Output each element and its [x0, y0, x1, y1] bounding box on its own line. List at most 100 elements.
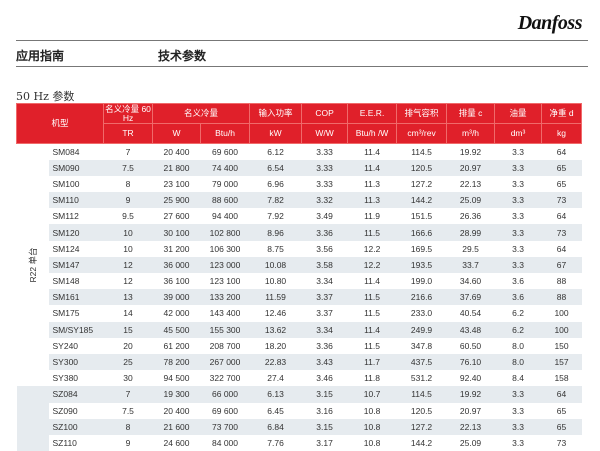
value-cell: 3.56 [316, 243, 333, 254]
group-cell: R22 单台 [16, 143, 49, 387]
value-cell: 88 [541, 289, 582, 306]
model-cell: SM/SY185 [48, 321, 104, 338]
model-cell: SM090 [48, 159, 104, 176]
model-cell: SM161 [48, 289, 104, 306]
value-cell: 123 000 [200, 256, 250, 273]
spec-table: 机型 名义冷量 60 Hz 名义冷量 输入功率 COP E.E.R. 排气容积 … [15, 103, 583, 451]
model-cell: SY300 [48, 353, 104, 371]
model-cell: SM084 [52, 146, 80, 157]
table-row: SM147 12 36 000 123 000 10.08 3.58 12.2 193.5 33… [17, 256, 582, 273]
col-power: 输入功率 [249, 103, 303, 124]
value-cell: 100 [554, 308, 569, 319]
value-cell: 23 100 [163, 178, 190, 189]
value-cell: 531.2 [410, 373, 433, 384]
value-cell: 25.09 [459, 437, 482, 448]
value-cell: 27.4 [267, 373, 284, 384]
value-cell: 73 700 [200, 418, 250, 435]
col-disp: 排气容积 [396, 103, 448, 124]
value-cell: 25.09 [446, 192, 495, 209]
unit-header: dm³ [494, 123, 543, 144]
value-cell: 11.4 [364, 146, 380, 157]
table-row: R22 单台 SM084 7 20 400 69 600 6.12 3.33 11.4 114.… [16, 143, 582, 387]
value-cell: 37.69 [446, 289, 495, 306]
table-row: SM110 9 25 900 88 600 7.82 3.32 11.3 144.2 25.09… [17, 192, 582, 209]
value-cell: 6.45 [267, 405, 284, 416]
value-cell: 169.5 [410, 243, 433, 254]
value-cell: 64 [556, 146, 567, 157]
value-cell: 12.46 [264, 308, 287, 319]
value-cell: 3.3 [494, 192, 542, 209]
unit-header: W/W [301, 123, 349, 144]
value-cell: 3.46 [316, 373, 333, 384]
model-cell: SZ090 [52, 405, 78, 416]
value-cell: 3.36 [301, 224, 348, 241]
value-cell: 3.43 [301, 353, 348, 371]
col-model: 机型 [15, 103, 105, 144]
value-cell: 143 400 [209, 308, 241, 319]
value-cell: 40.54 [459, 308, 482, 319]
value-cell: 65 [556, 405, 567, 416]
value-cell: 69 600 [212, 405, 239, 416]
value-cell: 11.3 [347, 192, 397, 209]
table-row: SM/SY185 15 45 500 155 300 13.62 3.34 11.4 249.… [17, 321, 582, 338]
value-cell: 3.32 [301, 192, 348, 209]
model-cell: SM124 [52, 243, 80, 254]
model-cell: SM175 [52, 308, 80, 319]
value-cell: 7.5 [103, 159, 153, 176]
header-divider [16, 66, 588, 67]
group-cell [16, 386, 49, 451]
value-cell: 9.5 [122, 211, 134, 222]
value-cell: 3.17 [316, 437, 333, 448]
value-cell: 166.6 [396, 224, 447, 241]
value-cell: 88 600 [200, 192, 250, 209]
table-row: SM090 7.5 21 800 74 400 6.54 3.33 11.4 120.5 20.… [17, 159, 582, 176]
value-cell: 45 500 [152, 321, 201, 338]
value-cell: 208 700 [209, 340, 241, 351]
value-cell: 11.5 [364, 308, 380, 319]
value-cell: 22.13 [446, 418, 495, 435]
value-cell: 3.3 [494, 418, 542, 435]
value-cell: 8.0 [512, 340, 524, 351]
value-cell: 36 000 [152, 256, 201, 273]
value-cell: 6.13 [249, 386, 302, 403]
value-cell: 12 [103, 256, 153, 273]
value-cell: 127.2 [396, 418, 447, 435]
value-cell: 3.3 [512, 405, 524, 416]
value-cell: 106 300 [209, 243, 241, 254]
unit-header: cm³/rev [396, 123, 448, 144]
value-cell: 3.34 [316, 276, 333, 287]
model-cell: SZ100 [48, 418, 104, 435]
value-cell: 267 000 [200, 353, 250, 371]
value-cell: 67 [541, 256, 582, 273]
value-cell: 11.7 [347, 353, 397, 371]
value-cell: 150 [554, 340, 569, 351]
unit-header: kg [541, 123, 583, 144]
value-cell: 12.2 [363, 243, 381, 254]
value-cell: 3.3 [494, 386, 542, 403]
value-cell: 10.8 [363, 437, 381, 448]
value-cell: 10.8 [347, 418, 397, 435]
value-cell: 69 600 [212, 146, 239, 157]
value-cell: 19.92 [446, 386, 495, 403]
value-cell: 15 [103, 321, 153, 338]
value-cell: 3.3 [494, 159, 542, 176]
value-cell: 3.33 [316, 146, 333, 157]
value-cell: 24 600 [163, 437, 190, 448]
model-cell: SM100 [52, 178, 80, 189]
value-cell: 193.5 [396, 256, 447, 273]
value-cell: 3.3 [512, 146, 524, 157]
value-cell: 3.37 [301, 289, 348, 306]
unit-header: W [152, 123, 202, 144]
col-cap: 名义冷量 [152, 103, 251, 124]
value-cell: 133 200 [200, 289, 250, 306]
col-cop: COP [301, 103, 349, 124]
table-row: SM161 13 39 000 133 200 11.59 3.37 11.5 216.6 37… [17, 289, 582, 306]
value-cell: 6.2 [512, 308, 524, 319]
value-cell: 151.5 [410, 211, 433, 222]
value-cell: 10.7 [347, 386, 397, 403]
value-cell: 11.9 [364, 211, 380, 222]
value-cell: 10 [103, 224, 153, 241]
value-cell: 76.10 [446, 353, 495, 371]
table-row: SZ084 7 19 300 66 000 6.13 3.15 10.7 114.5 19.92… [16, 386, 582, 451]
value-cell: 120.5 [410, 405, 433, 416]
